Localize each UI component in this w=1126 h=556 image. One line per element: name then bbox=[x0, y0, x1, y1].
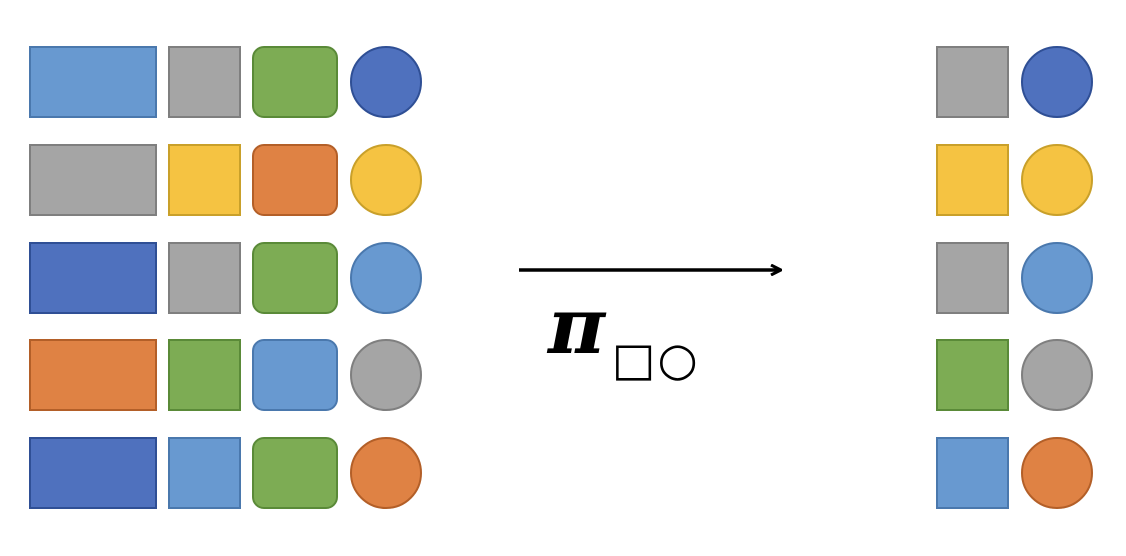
input-row bbox=[29, 46, 422, 118]
input-table bbox=[29, 46, 422, 509]
output-row bbox=[936, 46, 1093, 118]
input-row bbox=[29, 339, 422, 411]
output-row bbox=[936, 242, 1093, 314]
projection-operator-subscript: □○ bbox=[612, 332, 700, 386]
circle-cell bbox=[1021, 242, 1093, 314]
rounded-rectangle-cell bbox=[252, 144, 338, 216]
input-row bbox=[29, 144, 422, 216]
square-cell bbox=[168, 46, 241, 118]
wide-rectangle-cell bbox=[29, 46, 157, 118]
square-cell bbox=[936, 339, 1009, 411]
output-row bbox=[936, 144, 1093, 216]
input-row bbox=[29, 437, 422, 509]
rounded-rectangle-cell bbox=[252, 46, 338, 118]
circle-cell bbox=[1021, 339, 1093, 411]
wide-rectangle-cell bbox=[29, 242, 157, 314]
rounded-rectangle-cell bbox=[252, 339, 338, 411]
square-cell bbox=[936, 46, 1009, 118]
circle-cell bbox=[350, 339, 422, 411]
output-row bbox=[936, 339, 1093, 411]
circle-cell bbox=[350, 46, 422, 118]
rounded-rectangle-cell bbox=[252, 437, 338, 509]
square-cell bbox=[936, 144, 1009, 216]
output-row bbox=[936, 437, 1093, 509]
circle-cell bbox=[350, 437, 422, 509]
rounded-rectangle-cell bbox=[252, 242, 338, 314]
circle-cell bbox=[1021, 437, 1093, 509]
circle-cell bbox=[1021, 144, 1093, 216]
wide-rectangle-cell bbox=[29, 144, 157, 216]
wide-rectangle-cell bbox=[29, 339, 157, 411]
output-table bbox=[936, 46, 1093, 509]
circle-cell bbox=[1021, 46, 1093, 118]
square-cell bbox=[168, 339, 241, 411]
circle-cell bbox=[350, 144, 422, 216]
projection-operator-symbol: π bbox=[548, 281, 606, 372]
input-row bbox=[29, 242, 422, 314]
square-cell bbox=[168, 242, 241, 314]
square-cell bbox=[936, 437, 1009, 509]
square-cell bbox=[936, 242, 1009, 314]
square-cell bbox=[168, 437, 241, 509]
wide-rectangle-cell bbox=[29, 437, 157, 509]
circle-cell bbox=[350, 242, 422, 314]
square-cell bbox=[168, 144, 241, 216]
